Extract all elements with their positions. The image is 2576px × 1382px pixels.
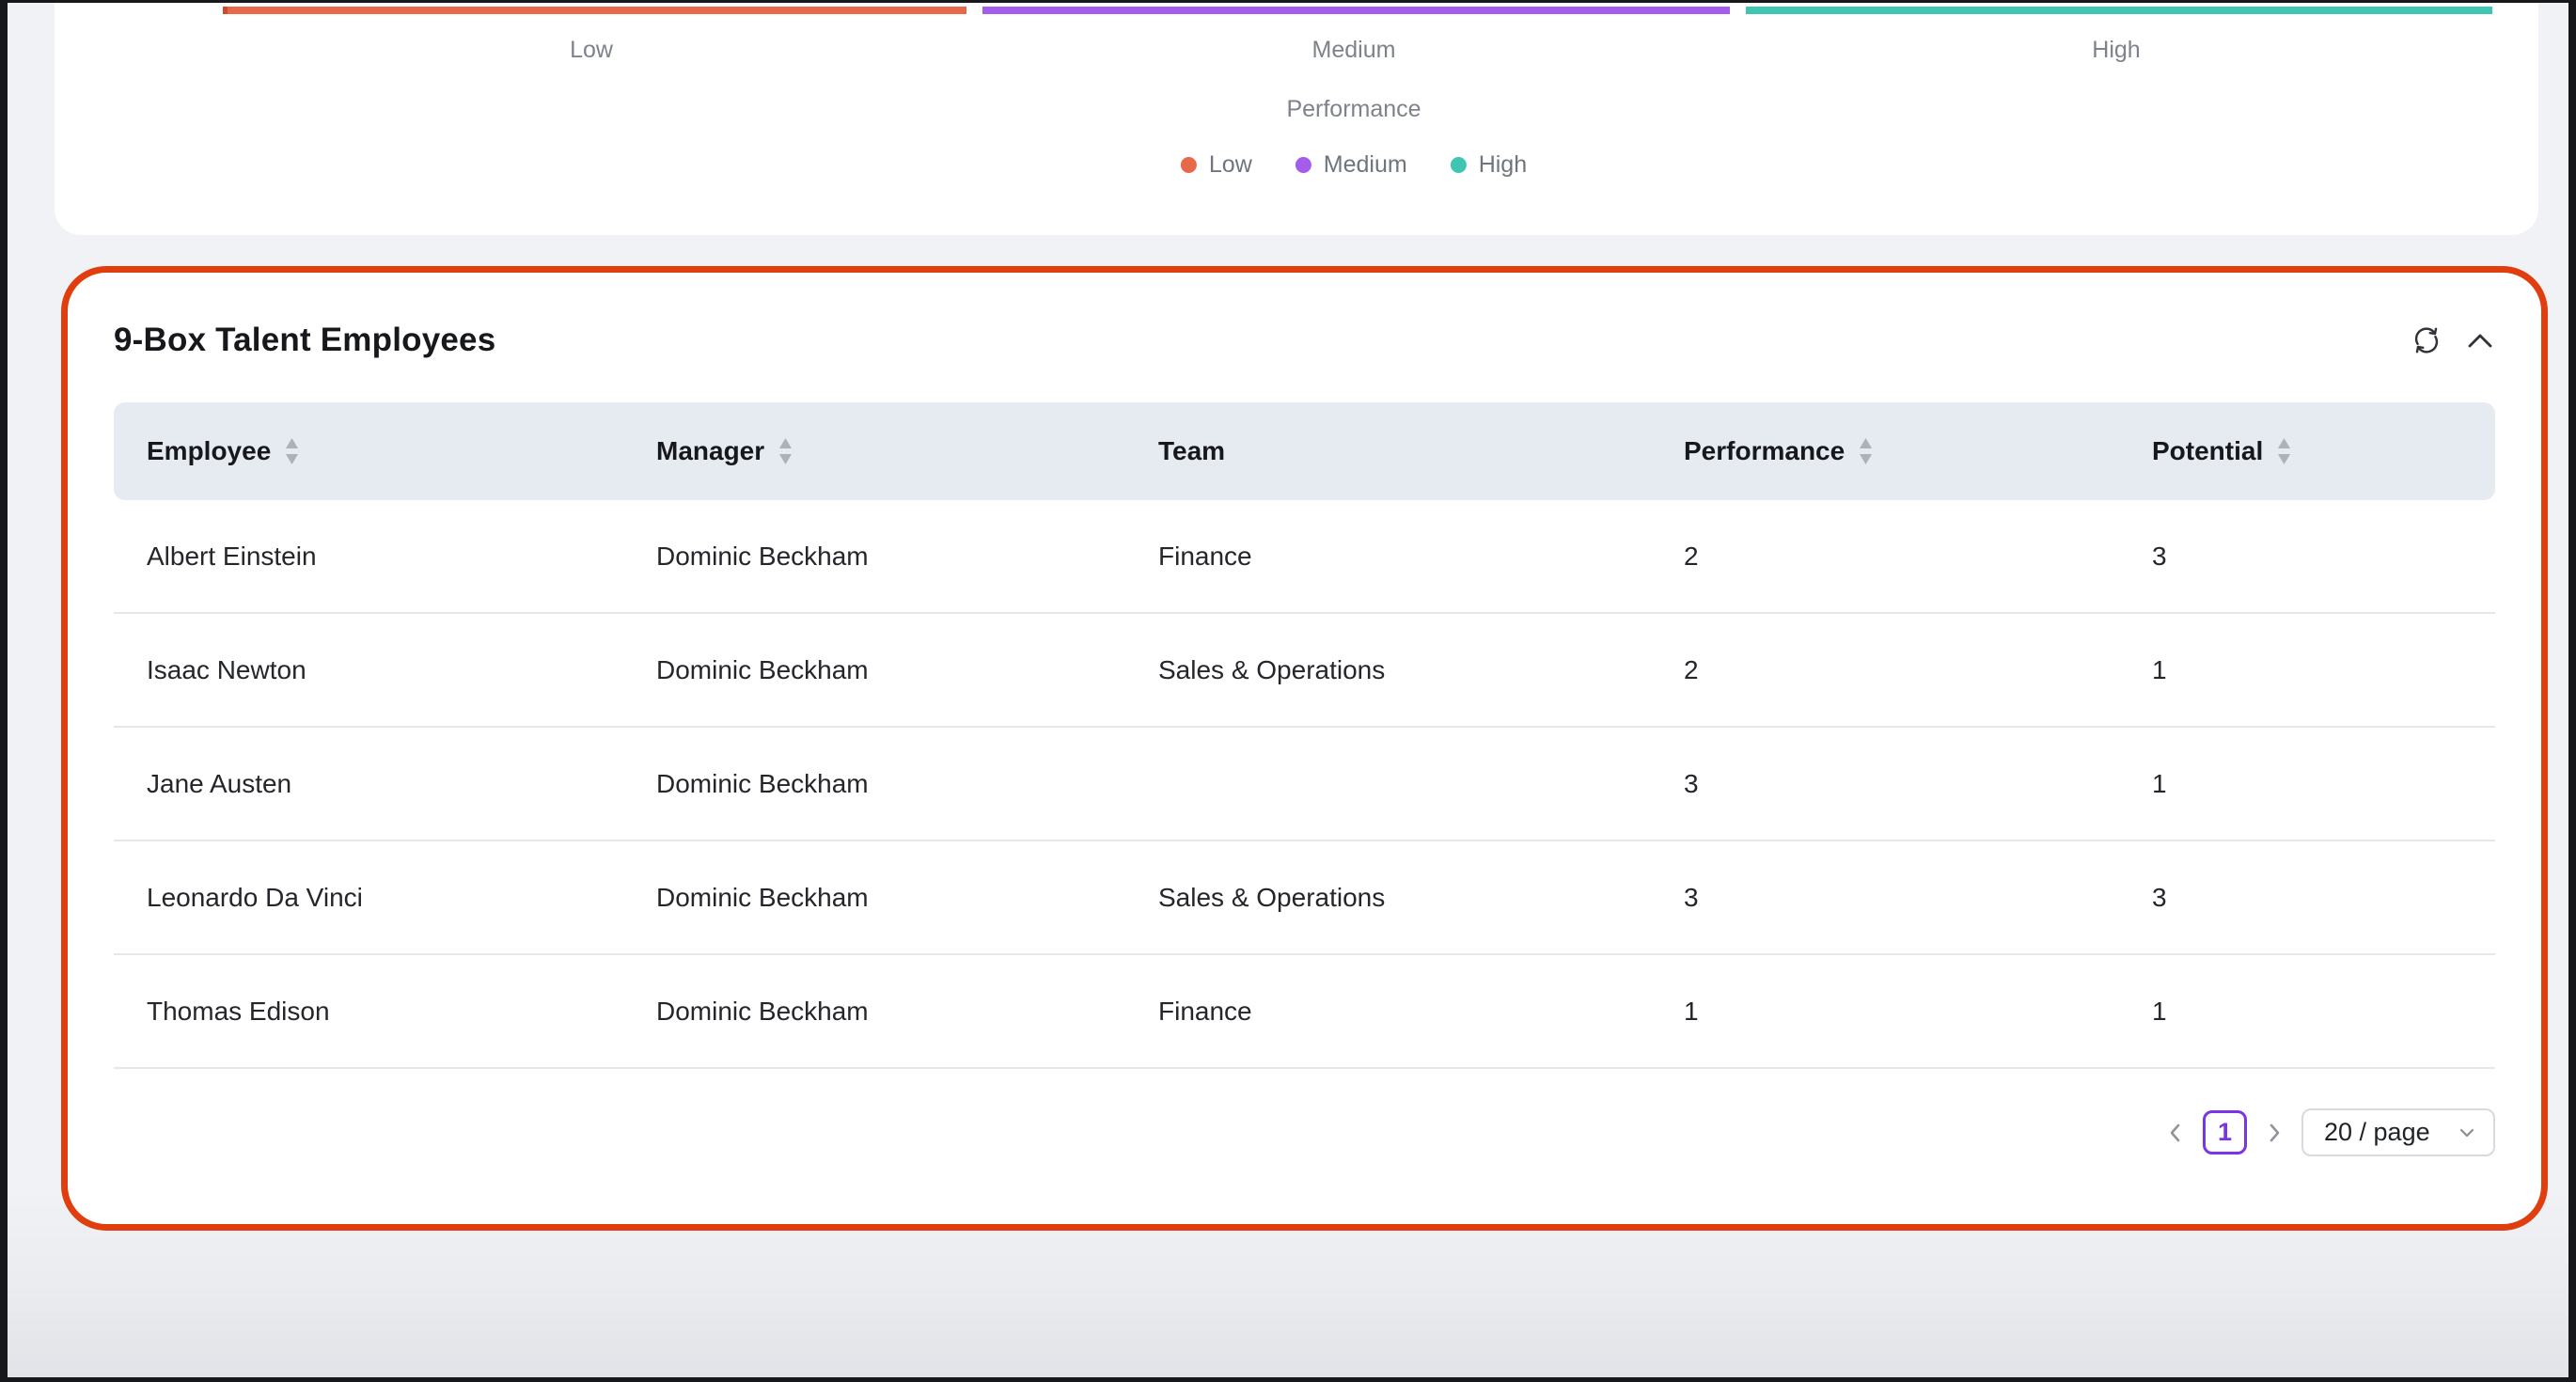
table-row: Isaac Newton Dominic Beckham Sales & Ope… xyxy=(114,614,2495,728)
card-actions xyxy=(2411,324,2495,356)
sort-icon xyxy=(285,438,299,464)
column-label: Team xyxy=(1158,436,1225,466)
bar-low-edge xyxy=(223,7,228,14)
cell-employee: Thomas Edison xyxy=(114,997,623,1027)
column-header-employee[interactable]: Employee xyxy=(114,436,623,466)
cell-team: Finance xyxy=(1125,997,1651,1027)
page-title: 9-Box Talent Employees xyxy=(114,322,495,359)
legend-dot-medium-icon xyxy=(1296,157,1312,173)
bar-high xyxy=(1746,7,2492,14)
sort-icon xyxy=(1859,438,1873,464)
cell-employee: Isaac Newton xyxy=(114,655,623,685)
cell-potential: 3 xyxy=(2119,883,2495,913)
legend-item-medium[interactable]: Medium xyxy=(1296,151,1407,179)
cell-team: Sales & Operations xyxy=(1125,655,1651,685)
prev-page-button[interactable] xyxy=(2165,1121,2186,1145)
talent-table-card: 9-Box Talent Employees xyxy=(61,266,2548,1231)
cell-potential: 3 xyxy=(2119,542,2495,572)
column-label: Performance xyxy=(1684,436,1845,466)
column-label: Manager xyxy=(656,436,764,466)
page-size-value: 20 / page xyxy=(2324,1118,2430,1147)
bar-low xyxy=(223,7,966,14)
cell-performance: 1 xyxy=(1651,997,2119,1027)
table-row: Thomas Edison Dominic Beckham Finance 1 … xyxy=(114,955,2495,1069)
legend-label: High xyxy=(1479,151,1527,179)
legend-label: Low xyxy=(1209,151,1252,179)
chevron-up-icon xyxy=(2465,329,2495,352)
refresh-button[interactable] xyxy=(2411,324,2442,356)
cell-manager: Dominic Beckham xyxy=(623,655,1125,685)
column-header-manager[interactable]: Manager xyxy=(623,436,1125,466)
cell-manager: Dominic Beckham xyxy=(623,997,1125,1027)
collapse-button[interactable] xyxy=(2465,329,2495,352)
legend-item-low[interactable]: Low xyxy=(1181,151,1252,179)
table-row: Albert Einstein Dominic Beckham Finance … xyxy=(114,500,2495,614)
cell-performance: 2 xyxy=(1651,655,2119,685)
cell-performance: 3 xyxy=(1651,769,2119,799)
column-header-performance[interactable]: Performance xyxy=(1651,436,2119,466)
chart-card: Low Medium High Performance Low Medium H… xyxy=(55,3,2538,235)
pagination: 1 20 / page xyxy=(114,1108,2495,1156)
page-1-button[interactable]: 1 xyxy=(2203,1110,2247,1154)
card-header: 9-Box Talent Employees xyxy=(114,322,2495,359)
cell-potential: 1 xyxy=(2119,997,2495,1027)
cell-manager: Dominic Beckham xyxy=(623,883,1125,913)
chevron-right-icon xyxy=(2264,1121,2285,1145)
legend-dot-high-icon xyxy=(1451,157,1467,173)
cell-potential: 1 xyxy=(2119,769,2495,799)
legend-label: Medium xyxy=(1324,151,1407,179)
chart-legend: Low Medium High xyxy=(1181,151,1527,179)
cell-team: Sales & Operations xyxy=(1125,883,1651,913)
chevron-left-icon xyxy=(2165,1121,2186,1145)
table-row: Jane Austen Dominic Beckham 3 1 xyxy=(114,728,2495,841)
cell-manager: Dominic Beckham xyxy=(623,542,1125,572)
sort-icon xyxy=(2277,438,2291,464)
x-tick-low: Low xyxy=(570,37,613,64)
cell-potential: 1 xyxy=(2119,655,2495,685)
table-body: Albert Einstein Dominic Beckham Finance … xyxy=(114,500,2495,1069)
table-header-row: Employee Manager Team xyxy=(114,402,2495,500)
column-header-team: Team xyxy=(1125,436,1651,466)
sort-icon xyxy=(778,438,793,464)
x-tick-high: High xyxy=(2092,37,2140,64)
cell-performance: 3 xyxy=(1651,883,2119,913)
cell-performance: 2 xyxy=(1651,542,2119,572)
legend-item-high[interactable]: High xyxy=(1451,151,1527,179)
cell-employee: Albert Einstein xyxy=(114,542,623,572)
column-header-potential[interactable]: Potential xyxy=(2119,436,2495,466)
chevron-down-icon xyxy=(2458,1126,2476,1139)
window-frame: Low Medium High Performance Low Medium H… xyxy=(0,0,2576,1382)
column-label: Employee xyxy=(147,436,271,466)
page-size-select[interactable]: 20 / page xyxy=(2301,1108,2495,1156)
legend-dot-low-icon xyxy=(1181,157,1197,173)
x-axis-title: Performance xyxy=(1286,96,1421,123)
bar-medium xyxy=(982,7,1730,14)
refresh-icon xyxy=(2411,324,2442,356)
column-label: Potential xyxy=(2152,436,2263,466)
table-row: Leonardo Da Vinci Dominic Beckham Sales … xyxy=(114,841,2495,955)
x-tick-medium: Medium xyxy=(1312,37,1396,64)
next-page-button[interactable] xyxy=(2264,1121,2285,1145)
cell-team: Finance xyxy=(1125,542,1651,572)
page-background: Low Medium High Performance Low Medium H… xyxy=(8,3,2568,1377)
cell-employee: Jane Austen xyxy=(114,769,623,799)
cell-manager: Dominic Beckham xyxy=(623,769,1125,799)
cell-employee: Leonardo Da Vinci xyxy=(114,883,623,913)
